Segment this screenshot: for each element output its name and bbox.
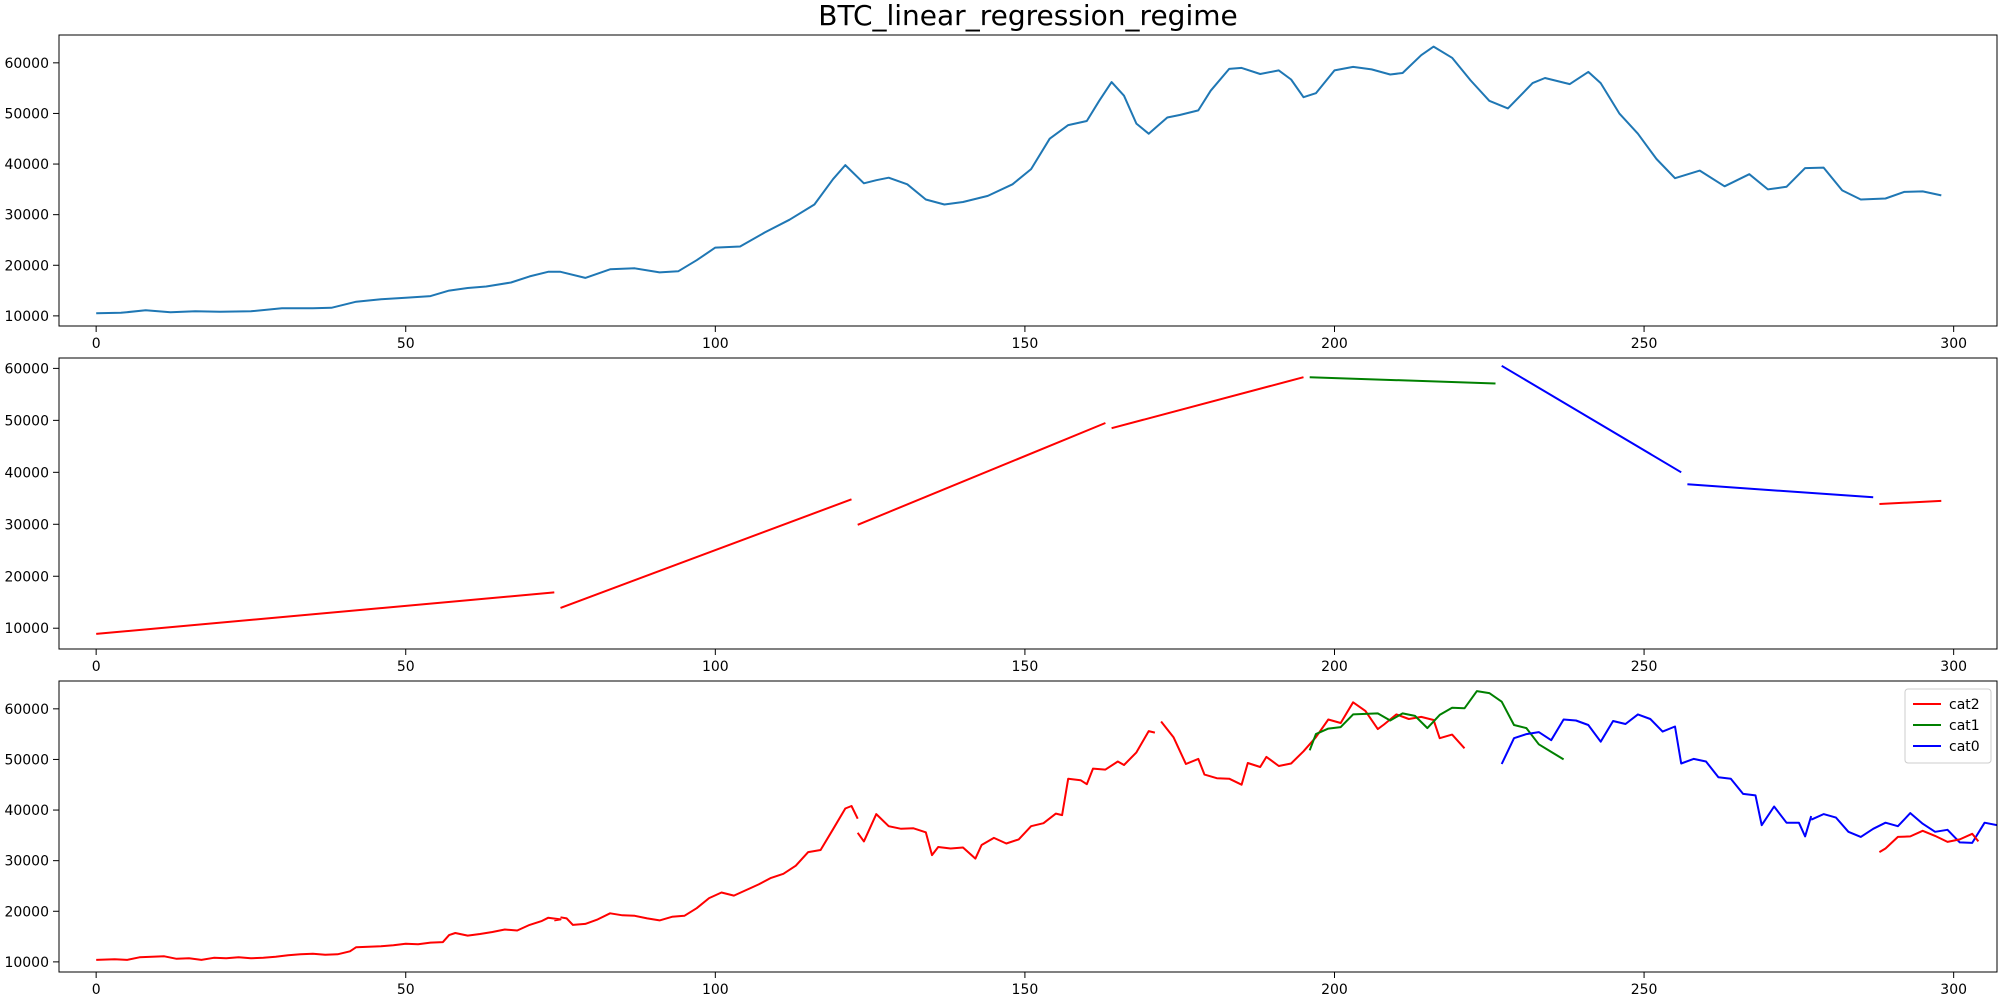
- y-tick-label: 20000: [4, 258, 49, 274]
- series-line-6: [1810, 812, 1997, 844]
- regression-segment-1: [560, 498, 852, 609]
- x-tick-label: 300: [1940, 336, 1967, 352]
- legend: cat2 cat1 cat0: [1904, 688, 1992, 764]
- series-line-0: [96, 45, 1942, 315]
- x-tick-label: 200: [1321, 659, 1348, 675]
- series-line-4: [1308, 690, 1565, 761]
- series-line-1: [560, 805, 859, 926]
- plot-area: [96, 45, 1942, 315]
- regression-segment-3: [1111, 376, 1304, 430]
- series-line-0: [96, 916, 562, 961]
- axes-frame: [58, 34, 1998, 327]
- x-tick-label: 0: [92, 336, 101, 352]
- y-tick-label: 50000: [4, 413, 49, 429]
- chart-title: BTC_linear_regression_regime: [818, 0, 1237, 32]
- legend-box: [1904, 688, 1992, 764]
- x-tick-label: 200: [1321, 982, 1348, 998]
- y-tick-label: 10000: [4, 955, 49, 971]
- x-tick-label: 50: [397, 336, 415, 352]
- series-line-2: [856, 730, 1156, 860]
- regression-segment-4: [1309, 376, 1496, 385]
- y-tick-label: 40000: [4, 803, 49, 819]
- x-tick-label: 250: [1631, 659, 1658, 675]
- y-tick-label: 30000: [4, 208, 49, 224]
- series-line-7: [1878, 829, 1980, 853]
- y-tick-label: 50000: [4, 106, 49, 122]
- y-tick-label: 20000: [4, 904, 49, 920]
- series-line-5: [1500, 713, 1813, 838]
- regression-segment-5: [1501, 364, 1682, 474]
- x-tick-label: 50: [397, 659, 415, 675]
- panel-regime-categories: 0 50 100 150 200 250 300 10000 20000 30000 40000 50…: [4, 680, 1998, 998]
- series-line-3: [1160, 701, 1466, 786]
- y-tick-label: 10000: [4, 621, 49, 637]
- y-tick-label: 50000: [4, 752, 49, 768]
- x-tick-label: 250: [1631, 982, 1658, 998]
- x-tick-label: 150: [1012, 336, 1039, 352]
- x-tick-label: 300: [1940, 982, 1967, 998]
- y-tick-label: 40000: [4, 157, 49, 173]
- legend-label-cat0: cat0: [1949, 739, 1980, 755]
- x-tick-label: 100: [702, 336, 729, 352]
- regression-segment-6: [1687, 483, 1874, 499]
- plot-area: [96, 364, 1942, 635]
- regression-segment-0: [96, 591, 555, 635]
- panel-regression-segments: 0 50 100 150 200 250 300 10000 20000 30000 40000 50…: [4, 357, 1998, 675]
- legend-label-cat1: cat1: [1949, 718, 1980, 734]
- x-tick-label: 300: [1940, 659, 1967, 675]
- y-tick-label: 30000: [4, 517, 49, 533]
- plot-area: [96, 690, 1997, 961]
- x-tick-label: 50: [397, 982, 415, 998]
- panel-price: 0 50 100 150 200 250 300 10000 20000 30000 40000 50…: [4, 34, 1998, 352]
- x-tick-label: 0: [92, 659, 101, 675]
- regression-segment-2: [857, 422, 1106, 526]
- regression-segment-7: [1879, 499, 1942, 505]
- y-tick-label: 40000: [4, 465, 49, 481]
- x-tick-label: 250: [1631, 336, 1658, 352]
- x-tick-label: 0: [92, 982, 101, 998]
- x-tick-label: 200: [1321, 336, 1348, 352]
- y-tick-label: 60000: [4, 56, 49, 72]
- y-tick-label: 10000: [4, 309, 49, 325]
- axes-frame: [58, 680, 1998, 973]
- legend-label-cat2: cat2: [1949, 697, 1980, 713]
- y-tick-label: 60000: [4, 702, 49, 718]
- x-tick-label: 150: [1012, 659, 1039, 675]
- y-tick-label: 20000: [4, 569, 49, 585]
- x-tick-label: 150: [1012, 982, 1039, 998]
- y-tick-label: 30000: [4, 854, 49, 870]
- y-tick-label: 60000: [4, 361, 49, 377]
- axes-frame: [58, 357, 1998, 650]
- x-tick-label: 100: [702, 982, 729, 998]
- x-tick-label: 100: [702, 659, 729, 675]
